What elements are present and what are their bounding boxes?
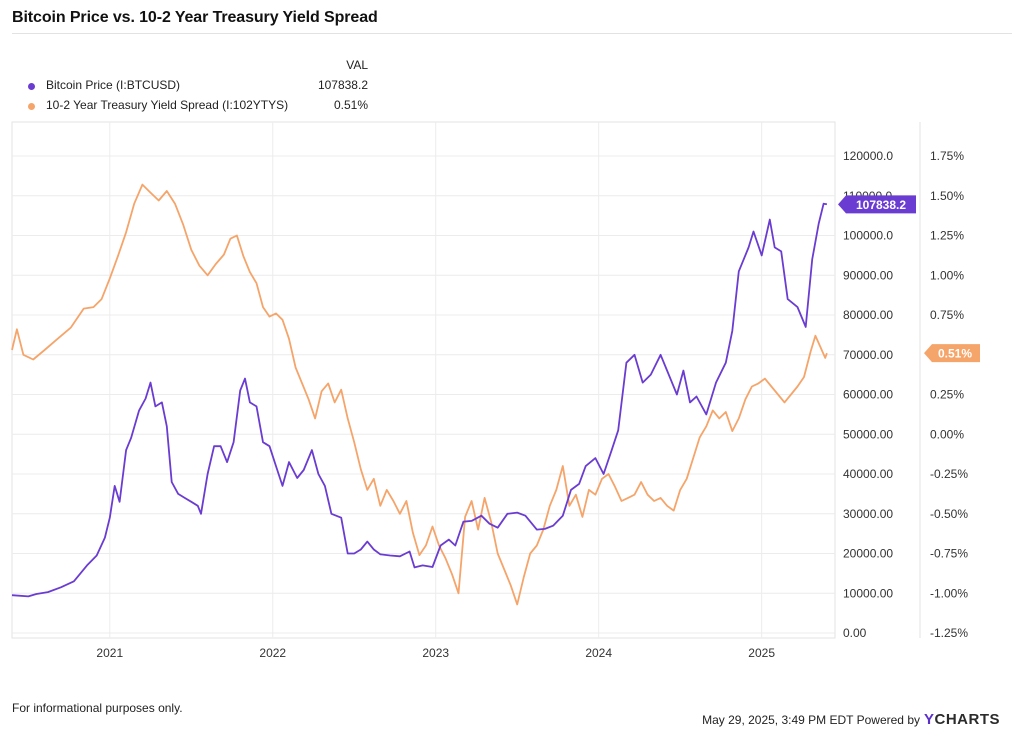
x-tick-label: 2025: [748, 646, 775, 660]
y-left-tick-label: 50000.00: [843, 427, 893, 441]
y-right-tick-label: -0.50%: [930, 507, 968, 521]
x-tick-label: 2024: [585, 646, 612, 660]
y-right-tick-label: -0.75%: [930, 547, 968, 561]
last-value-label-bitcoin: 107838.2: [856, 198, 906, 212]
last-value-label-yield-spread: 0.51%: [938, 347, 972, 361]
y-right-tick-label: 1.75%: [930, 149, 964, 163]
series-line-bitcoin[interactable]: [11, 202, 828, 598]
y-left-tick-label: 90000.00: [843, 268, 893, 282]
y-left-tick-label: 100000.0: [843, 229, 893, 243]
y-right-tick-label: 1.50%: [930, 189, 964, 203]
x-tick-label: 2021: [96, 646, 123, 660]
footnote: For informational purposes only.: [12, 701, 183, 715]
y-left-tick-label: 10000.00: [843, 586, 893, 600]
legend-label-yield-spread: 10-2 Year Treasury Yield Spread (I:102YT…: [46, 98, 289, 112]
legend-label-bitcoin: Bitcoin Price (I:BTCUSD): [46, 78, 181, 92]
y-right-tick-label: 1.00%: [930, 268, 964, 282]
legend-value-bitcoin: 107838.2: [317, 78, 368, 92]
y-left-tick-label: 70000.00: [843, 348, 893, 362]
y-left-tick-label: 30000.00: [843, 507, 893, 521]
chart-title: Bitcoin Price vs. 10-2 Year Treasury Yie…: [12, 9, 378, 26]
y-right-tick-label: 0.00%: [930, 427, 964, 441]
y-left-tick-label: 80000.00: [843, 308, 893, 322]
y-right-tick-label: 0.25%: [930, 388, 964, 402]
ycharts-logo[interactable]: YCHARTS: [924, 711, 1000, 728]
legend-dot-yield-spread: [28, 103, 35, 110]
legend-item-yield-spread[interactable]: 10-2 Year Treasury Yield Spread (I:102YT…: [28, 98, 368, 114]
y-right-tick-label: 1.25%: [930, 229, 964, 243]
y-right-tick-label: -1.00%: [930, 586, 968, 600]
legend-dot-bitcoin: [28, 83, 35, 90]
y-right-tick-label: -0.25%: [930, 467, 968, 481]
title-divider: [12, 33, 1012, 34]
y-left-tick-label: 40000.00: [843, 467, 893, 481]
legend-item-bitcoin[interactable]: Bitcoin Price (I:BTCUSD) 107838.2: [28, 78, 368, 94]
series-line-yield-spread[interactable]: [11, 183, 828, 606]
y-left-tick-label: 20000.00: [843, 547, 893, 561]
x-tick-label: 2023: [422, 646, 449, 660]
last-value-tag-yield-spread: [924, 344, 980, 363]
y-left-tick-label: 60000.00: [843, 388, 893, 402]
y-left-tick-label: 0.00: [843, 626, 867, 640]
legend-value-header: VAL: [346, 58, 368, 72]
plot-frame: [11, 121, 836, 639]
x-tick-label: 2022: [259, 646, 286, 660]
y-left-tick-label: 120000.0: [843, 149, 893, 163]
last-value-tag-bitcoin: [838, 195, 916, 214]
ycharts-logo-text: CHARTS: [934, 711, 1001, 728]
timestamp: May 29, 2025, 3:49 PM EDT Powered by: [702, 713, 920, 727]
y-right-tick-label: -1.25%: [930, 626, 968, 640]
y-right-tick-label: 0.75%: [930, 308, 964, 322]
legend-value-yield-spread: 0.51%: [333, 98, 368, 112]
ycharts-logo-mark: Y: [924, 711, 935, 728]
